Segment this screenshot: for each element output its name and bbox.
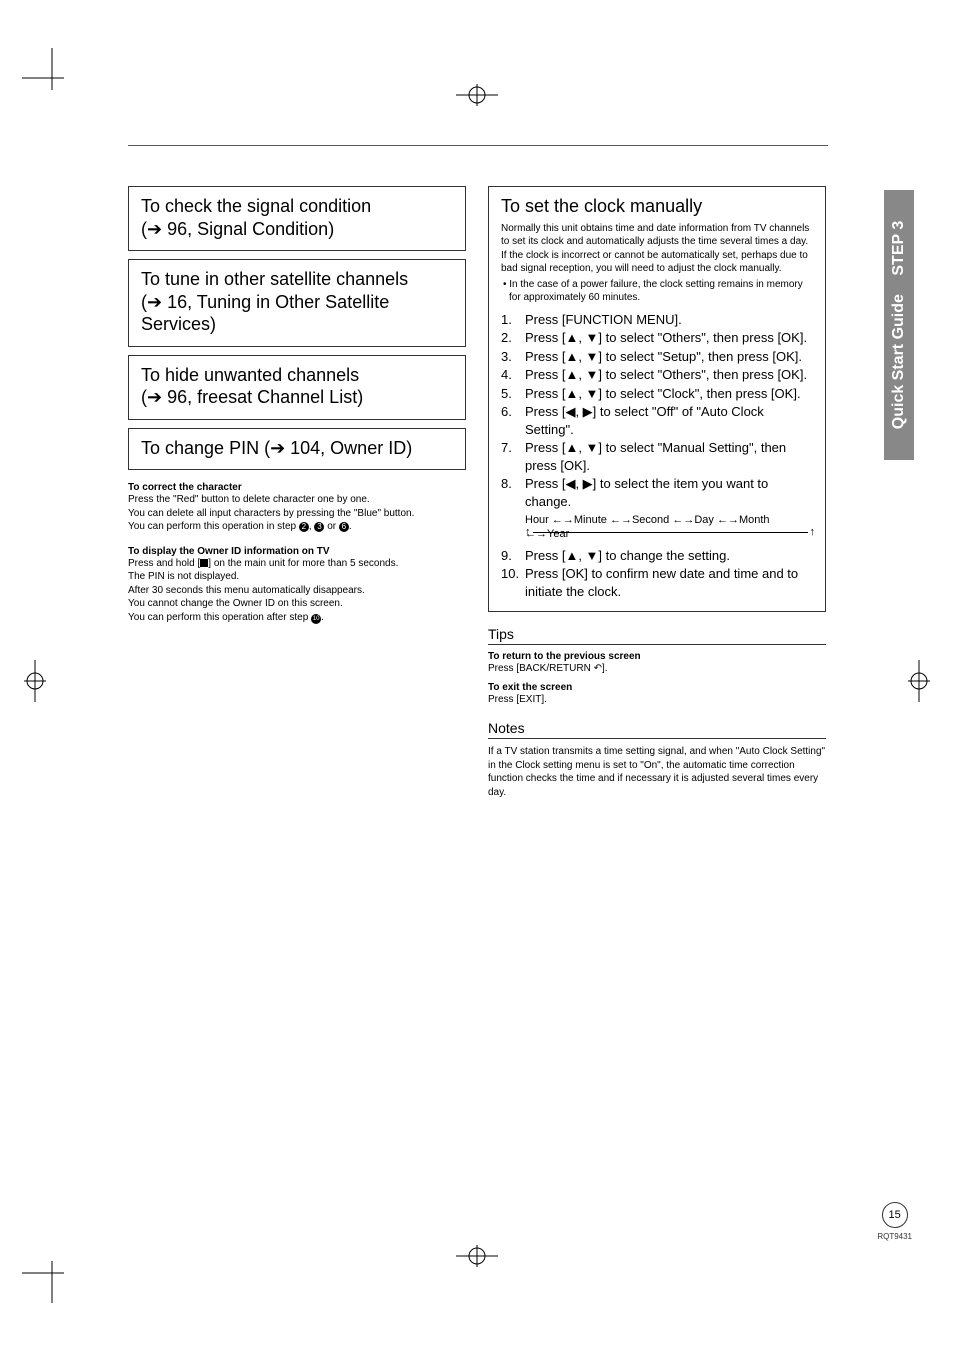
step-num-7: 7.	[501, 439, 525, 474]
tip2-title: To exit the screen	[488, 682, 826, 693]
step-3: 3.Press [▲, ▼] to select "Setup", then p…	[501, 348, 813, 366]
tip1-body: Press [BACK/RETURN ↶].	[488, 662, 826, 676]
ref-signal: (➔ 96, Signal Condition)	[141, 218, 453, 241]
tips-label: Tips	[488, 626, 826, 645]
note1-l3a: You can perform this operation in step	[128, 521, 299, 532]
step-10: 10.Press [OK] to confirm new date and ti…	[501, 565, 813, 600]
note1-line3: You can perform this operation in step 2…	[128, 520, 466, 534]
note2-title: To display the Owner ID information on T…	[128, 546, 466, 557]
registration-mark-right	[908, 660, 930, 702]
note2-l5a: You can perform this operation after ste…	[128, 612, 311, 623]
notes-label: Notes	[488, 720, 826, 739]
note2-l1b: ] on the main unit for more than 5 secon…	[208, 558, 398, 569]
tip2-body: Press [EXIT].	[488, 693, 826, 707]
feedback-left: ↑	[525, 527, 531, 538]
circled-6: 6	[339, 522, 349, 532]
box-clock: To set the clock manually Normally this …	[488, 186, 826, 612]
ref-tune: (➔ 16, Tuning in Other Satellite Service…	[141, 291, 453, 336]
note1-title: To correct the character	[128, 482, 466, 493]
step-7: 7.Press [▲, ▼] to select "Manual Setting…	[501, 439, 813, 474]
cycle-feedback: ↑ ↑	[525, 527, 815, 538]
step-num-8: 8.	[501, 475, 525, 510]
note2-line3: After 30 seconds this menu automatically…	[128, 584, 466, 598]
heading-hide: To hide unwanted channels	[141, 364, 453, 387]
circled-3: 3	[314, 522, 324, 532]
note2-line2: The PIN is not displayed.	[128, 570, 466, 584]
note2-l5b: .	[321, 612, 324, 623]
note2-line4: You cannot change the Owner ID on this s…	[128, 597, 466, 611]
ref-hide: (➔ 96, freesat Channel List)	[141, 386, 453, 409]
box-pin: To change PIN (➔ 104, Owner ID)	[128, 428, 466, 471]
notes-body: If a TV station transmits a time setting…	[488, 745, 826, 799]
note1-line1: Press the "Red" button to delete charact…	[128, 493, 466, 507]
step-num-4: 4.	[501, 366, 525, 384]
box-signal: To check the signal condition (➔ 96, Sig…	[128, 186, 466, 251]
step-text-6: Press [◀, ▶] to select "Off" of "Auto Cl…	[525, 403, 813, 438]
page-root: Quick Start Guide STEP 3 To check the si…	[0, 0, 954, 1351]
step-text-5: Press [▲, ▼] to select "Clock", then pre…	[525, 385, 801, 403]
step-4: 4.Press [▲, ▼] to select "Others", then …	[501, 366, 813, 384]
step-text-9: Press [▲, ▼] to change the setting.	[525, 547, 730, 565]
step-num-10: 10.	[501, 565, 525, 600]
step-num-9: 9.	[501, 547, 525, 565]
feedback-right: ↑	[810, 527, 816, 538]
registration-mark-top	[456, 84, 498, 106]
content-area: To check the signal condition (➔ 96, Sig…	[128, 145, 828, 799]
crop-mark-bottom-left	[22, 1243, 82, 1303]
note2-l1a: Press and hold [	[128, 558, 200, 569]
page-footer: 15 RQT9431	[877, 1202, 912, 1241]
step-text-2: Press [▲, ▼] to select "Others", then pr…	[525, 329, 807, 347]
clock-steps-2: 9.Press [▲, ▼] to change the setting. 10…	[501, 547, 813, 601]
step-9: 9.Press [▲, ▼] to change the setting.	[501, 547, 813, 565]
heading-clock: To set the clock manually	[501, 195, 813, 218]
step-num-1: 1.	[501, 311, 525, 329]
side-tab: Quick Start Guide STEP 3	[884, 190, 914, 460]
page-number-circle: 15	[882, 1202, 908, 1228]
box-tune: To tune in other satellite channels (➔ 1…	[128, 259, 466, 347]
heading-signal: To check the signal condition	[141, 195, 453, 218]
note2-line5: You can perform this operation after ste…	[128, 611, 466, 625]
heading-pin: To change PIN (➔ 104, Owner ID)	[141, 437, 453, 460]
side-tab-qsg: Quick Start Guide	[890, 294, 907, 429]
step-text-4: Press [▲, ▼] to select "Others", then pr…	[525, 366, 807, 384]
step-num-2: 2.	[501, 329, 525, 347]
step-text-10: Press [OK] to confirm new date and time …	[525, 565, 813, 600]
step-6: 6.Press [◀, ▶] to select "Off" of "Auto …	[501, 403, 813, 438]
step-num-5: 5.	[501, 385, 525, 403]
tip1-title: To return to the previous screen	[488, 651, 826, 662]
clock-bullet-text: In the case of a power failure, the cloc…	[509, 279, 803, 304]
clock-steps: 1.Press [FUNCTION MENU]. 2.Press [▲, ▼] …	[501, 311, 813, 511]
step-5: 5.Press [▲, ▼] to select "Clock", then p…	[501, 385, 813, 403]
right-column: To set the clock manually Normally this …	[488, 186, 826, 799]
circled-10: 10	[311, 614, 321, 624]
crop-mark-top-left	[22, 48, 82, 108]
step-text-3: Press [▲, ▼] to select "Setup", then pre…	[525, 348, 802, 366]
step-num-6: 6.	[501, 403, 525, 438]
note1-l3d: .	[349, 521, 352, 532]
registration-mark-left	[24, 660, 46, 702]
step-1: 1.Press [FUNCTION MENU].	[501, 311, 813, 329]
note2-line1: Press and hold [ ] on the main unit for m…	[128, 557, 466, 571]
step-8: 8.Press [◀, ▶] to select the item you wa…	[501, 475, 813, 510]
box-hide: To hide unwanted channels (➔ 96, freesat…	[128, 355, 466, 420]
feedback-bar	[533, 527, 808, 533]
circled-2: 2	[299, 522, 309, 532]
clock-intro2: If the clock is incorrect or cannot be a…	[501, 249, 813, 276]
step-text-8: Press [◀, ▶] to select the item you want…	[525, 475, 813, 510]
clock-intro1: Normally this unit obtains time and date…	[501, 222, 813, 249]
note1-line2: You can delete all input characters by p…	[128, 507, 466, 521]
heading-tune: To tune in other satellite channels	[141, 268, 453, 291]
side-tab-text: Quick Start Guide STEP 3	[890, 221, 908, 429]
step-text-7: Press [▲, ▼] to select "Manual Setting",…	[525, 439, 813, 474]
side-tab-step: STEP 3	[890, 221, 907, 276]
doc-id: RQT9431	[877, 1232, 912, 1241]
cycle-container: Hour ←→Minute ←→Second ←→Day ←→Month ←→Y…	[501, 513, 813, 541]
step-text-1: Press [FUNCTION MENU].	[525, 311, 682, 329]
clock-bullet: • In the case of a power failure, the cl…	[501, 278, 813, 305]
note1-l3c: or	[324, 521, 338, 532]
step-2: 2.Press [▲, ▼] to select "Others", then …	[501, 329, 813, 347]
left-column: To check the signal condition (➔ 96, Sig…	[128, 186, 466, 799]
registration-mark-bottom	[456, 1245, 498, 1267]
step-num-3: 3.	[501, 348, 525, 366]
